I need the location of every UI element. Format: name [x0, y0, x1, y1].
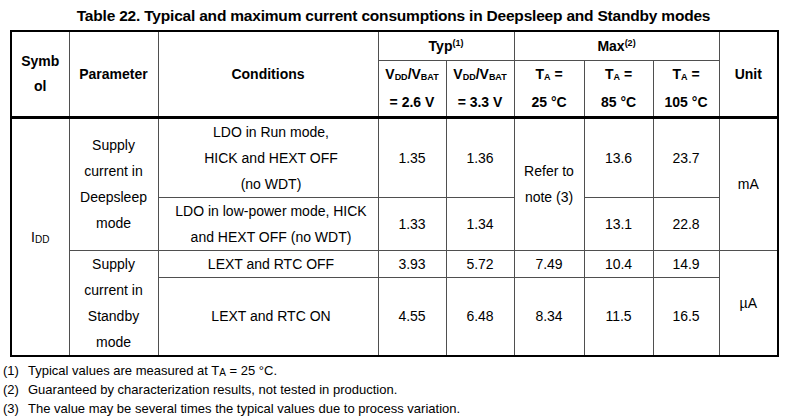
datasheet-page: Table 22. Typical and maximum current co…: [0, 7, 795, 418]
cell-max105-r1: 23.7: [653, 117, 719, 197]
vdd-2v6-value: = 2.6 V: [379, 90, 446, 115]
col-header-typ: Typ(1): [378, 31, 514, 60]
vdd-symbol: V: [385, 66, 394, 82]
footnote-1-number: (1): [3, 362, 28, 381]
footnotes: (1) Typical values are measured at TA = …: [3, 362, 795, 418]
cell-conditions-ldo-lowpower: LDO in low-power mode, HICK and HEXT OFF…: [158, 197, 378, 250]
vbat-subscript: BAT: [421, 72, 439, 82]
vdd-3v3-value: = 3.3 V: [447, 90, 514, 115]
footnote-2-number: (2): [3, 381, 28, 400]
vdd-symbol: V: [453, 66, 462, 82]
col-header-max: Max(2): [514, 31, 719, 60]
col-header-symbol-line2: ol: [12, 74, 69, 99]
cell-max105-r4: 16.5: [653, 278, 719, 356]
cell-max105-r3: 14.9: [653, 250, 719, 278]
footnote-3-text: The value may be several times the typic…: [28, 400, 460, 418]
col-header-vdd-2v6: VDD/VBAT = 2.6 V: [378, 60, 446, 117]
cell-typ26-r1: 1.35: [378, 117, 446, 197]
vbat-subscript: BAT: [489, 72, 507, 82]
typ-label: Typ: [429, 38, 453, 54]
vdd-subscript: DD: [395, 72, 408, 82]
cell-parameter-standby: Supply current in Standby mode: [69, 250, 158, 356]
table-title: Table 22. Typical and maximum current co…: [10, 7, 777, 25]
ta-equals: =: [620, 66, 632, 82]
cell-max25-r4: 8.34: [514, 278, 584, 356]
cell-typ26-r3: 3.93: [378, 250, 446, 278]
cell-typ33-r1: 1.36: [446, 117, 514, 197]
cell-max85-r2: 13.1: [584, 197, 653, 250]
cell-max85-r3: 10.4: [584, 250, 653, 278]
vdd-subscript: DD: [463, 72, 476, 82]
cell-typ26-r4: 4.55: [378, 278, 446, 356]
col-header-vdd-3v3: VDD/VBAT = 3.3 V: [446, 60, 514, 117]
vbat-symbol: /V: [476, 66, 489, 82]
ta-symbol: T: [535, 66, 544, 82]
idd-subscript: DD: [35, 234, 49, 245]
ta-25-value: 25 °C: [515, 90, 584, 115]
cell-max25-r3: 7.49: [514, 250, 584, 278]
col-header-ta-25: TA = 25 °C: [514, 60, 584, 117]
cell-conditions-lext-on: LEXT and RTC ON: [158, 278, 378, 356]
cell-max25-refer-note: Refer to note (3): [514, 117, 584, 250]
cell-typ26-r2: 1.33: [378, 197, 446, 250]
cell-unit-ma: mA: [719, 117, 778, 250]
vbat-symbol: /V: [408, 66, 421, 82]
ta-85-value: 85 °C: [585, 90, 653, 115]
cell-parameter-deepsleep: Supply current in Deepsleep mode: [69, 117, 158, 250]
table-row: Supply current in Standby mode LEXT and …: [11, 250, 778, 278]
cell-max85-r4: 11.5: [584, 278, 653, 356]
cell-conditions-ldo-run: LDO in Run mode, HICK and HEXT OFF (no W…: [158, 117, 378, 197]
cell-typ33-r3: 5.72: [446, 250, 514, 278]
footnote-2-text: Guaranteed by characterization results, …: [28, 381, 397, 400]
cell-max105-r2: 22.8: [653, 197, 719, 250]
ta-equals: =: [688, 66, 700, 82]
footnote-1-text: Typical values are measured at TA = 25 °…: [28, 362, 277, 381]
table-row: IDD Supply current in Deepsleep mode LDO…: [11, 117, 778, 197]
ta-equals: =: [551, 66, 563, 82]
cell-max85-r1: 13.6: [584, 117, 653, 197]
cell-unit-ua: µA: [719, 250, 778, 356]
max-label: Max: [597, 38, 624, 54]
ta-symbol: T: [672, 66, 681, 82]
typ-footnote-ref: (1): [452, 38, 463, 48]
col-header-symbol: Symb ol: [11, 31, 69, 117]
footnote-1: (1) Typical values are measured at TA = …: [3, 362, 795, 381]
ta-105-value: 105 °C: [654, 90, 719, 115]
cell-typ33-r2: 1.34: [446, 197, 514, 250]
col-header-ta-105: TA = 105 °C: [653, 60, 719, 117]
col-header-parameter: Parameter: [69, 31, 158, 117]
col-header-ta-85: TA = 85 °C: [584, 60, 653, 117]
col-header-symbol-line1: Symb: [12, 49, 69, 74]
col-header-conditions: Conditions: [158, 31, 378, 117]
footnote-3: (3) The value may be several times the t…: [3, 400, 795, 418]
col-header-unit: Unit: [719, 31, 778, 117]
footnote-3-number: (3): [3, 400, 28, 418]
max-footnote-ref: (2): [625, 38, 636, 48]
footnote-2: (2) Guaranteed by characterization resul…: [3, 381, 795, 400]
cell-symbol-idd: IDD: [11, 117, 69, 356]
current-consumption-table: Symb ol Parameter Conditions Typ(1) Max(…: [10, 30, 779, 357]
ta-symbol: T: [605, 66, 614, 82]
cell-typ33-r4: 6.48: [446, 278, 514, 356]
ta-subscript: A: [219, 367, 226, 378]
cell-conditions-lext-off: LEXT and RTC OFF: [158, 250, 378, 278]
